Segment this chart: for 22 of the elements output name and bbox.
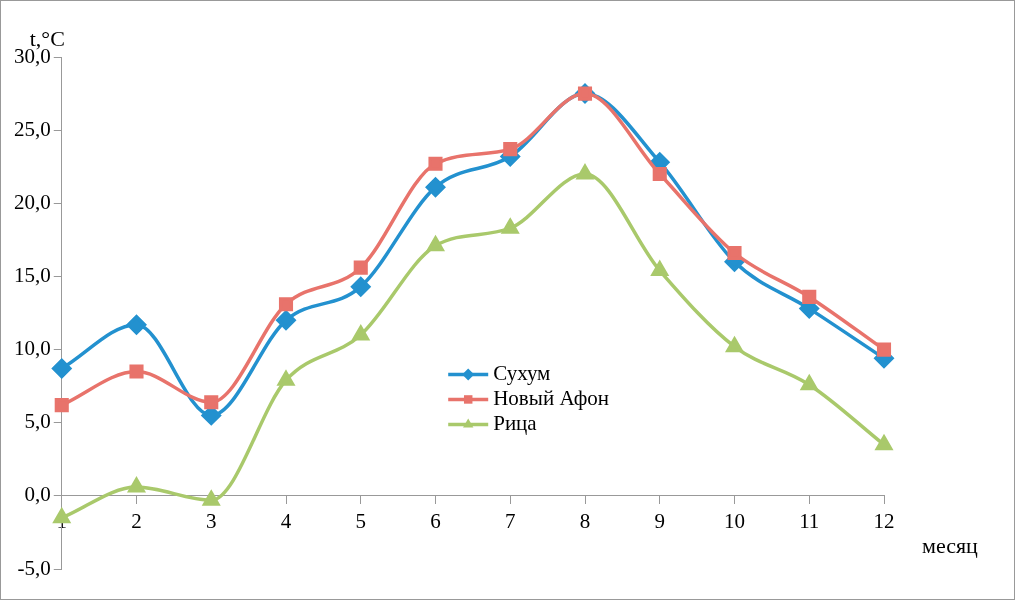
legend-label: Сухум <box>493 360 551 385</box>
legend-label: Рица <box>493 410 538 435</box>
y-tick-label: 5,0 <box>24 409 51 434</box>
x-axis-title: месяц <box>922 532 979 558</box>
legend-label: Новый Афон <box>493 385 610 410</box>
x-tick-label: 4 <box>280 508 292 533</box>
y-tick-label: -5,0 <box>17 555 51 580</box>
y-tick-label: 10,0 <box>14 336 51 361</box>
y-tick-label: 15,0 <box>14 262 51 287</box>
x-tick-label: 11 <box>799 508 820 533</box>
y-tick-label: 20,0 <box>14 189 51 214</box>
x-tick-label: 9 <box>654 508 665 533</box>
x-tick-label: 5 <box>355 508 366 533</box>
x-tick-label: 8 <box>579 508 591 533</box>
y-tick-label: 0,0 <box>24 482 51 507</box>
x-tick-label: 12 <box>873 508 895 533</box>
x-tick-label: 10 <box>724 508 745 533</box>
y-tick-label: 25,0 <box>14 116 51 141</box>
x-tick-label: 7 <box>505 508 516 533</box>
x-tick-label: 3 <box>206 508 217 533</box>
x-tick-label: 2 <box>131 508 142 533</box>
x-tick-label: 6 <box>430 508 441 533</box>
